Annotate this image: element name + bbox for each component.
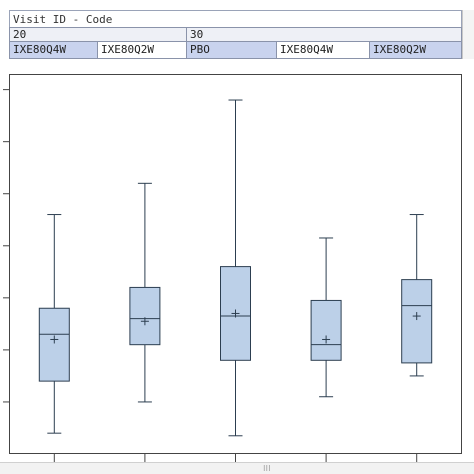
bottom-scrollbar[interactable] (0, 462, 474, 474)
iqr-box-1 (129, 286, 161, 346)
table-header-title: Visit ID - Code (9, 10, 462, 28)
header-scrollbar[interactable] (462, 10, 474, 59)
iqr-box-3 (310, 299, 342, 361)
iqr-box-0 (38, 307, 70, 382)
arm-header-pbo-visit30[interactable]: PBO (186, 41, 277, 59)
iqr-box-4 (401, 279, 433, 364)
arm-header-ixe80q2w-visit30[interactable]: IXE80Q2W (369, 41, 462, 59)
arm-header-ixe80q2w-visit20[interactable]: IXE80Q2W (97, 41, 187, 59)
resize-grip-icon[interactable]: ⁝⁝⁝ (263, 464, 271, 473)
arm-header-ixe80q4w-visit30[interactable]: IXE80Q4W (276, 41, 370, 59)
arm-header-ixe80q4w-visit20[interactable]: IXE80Q4W (9, 41, 98, 59)
